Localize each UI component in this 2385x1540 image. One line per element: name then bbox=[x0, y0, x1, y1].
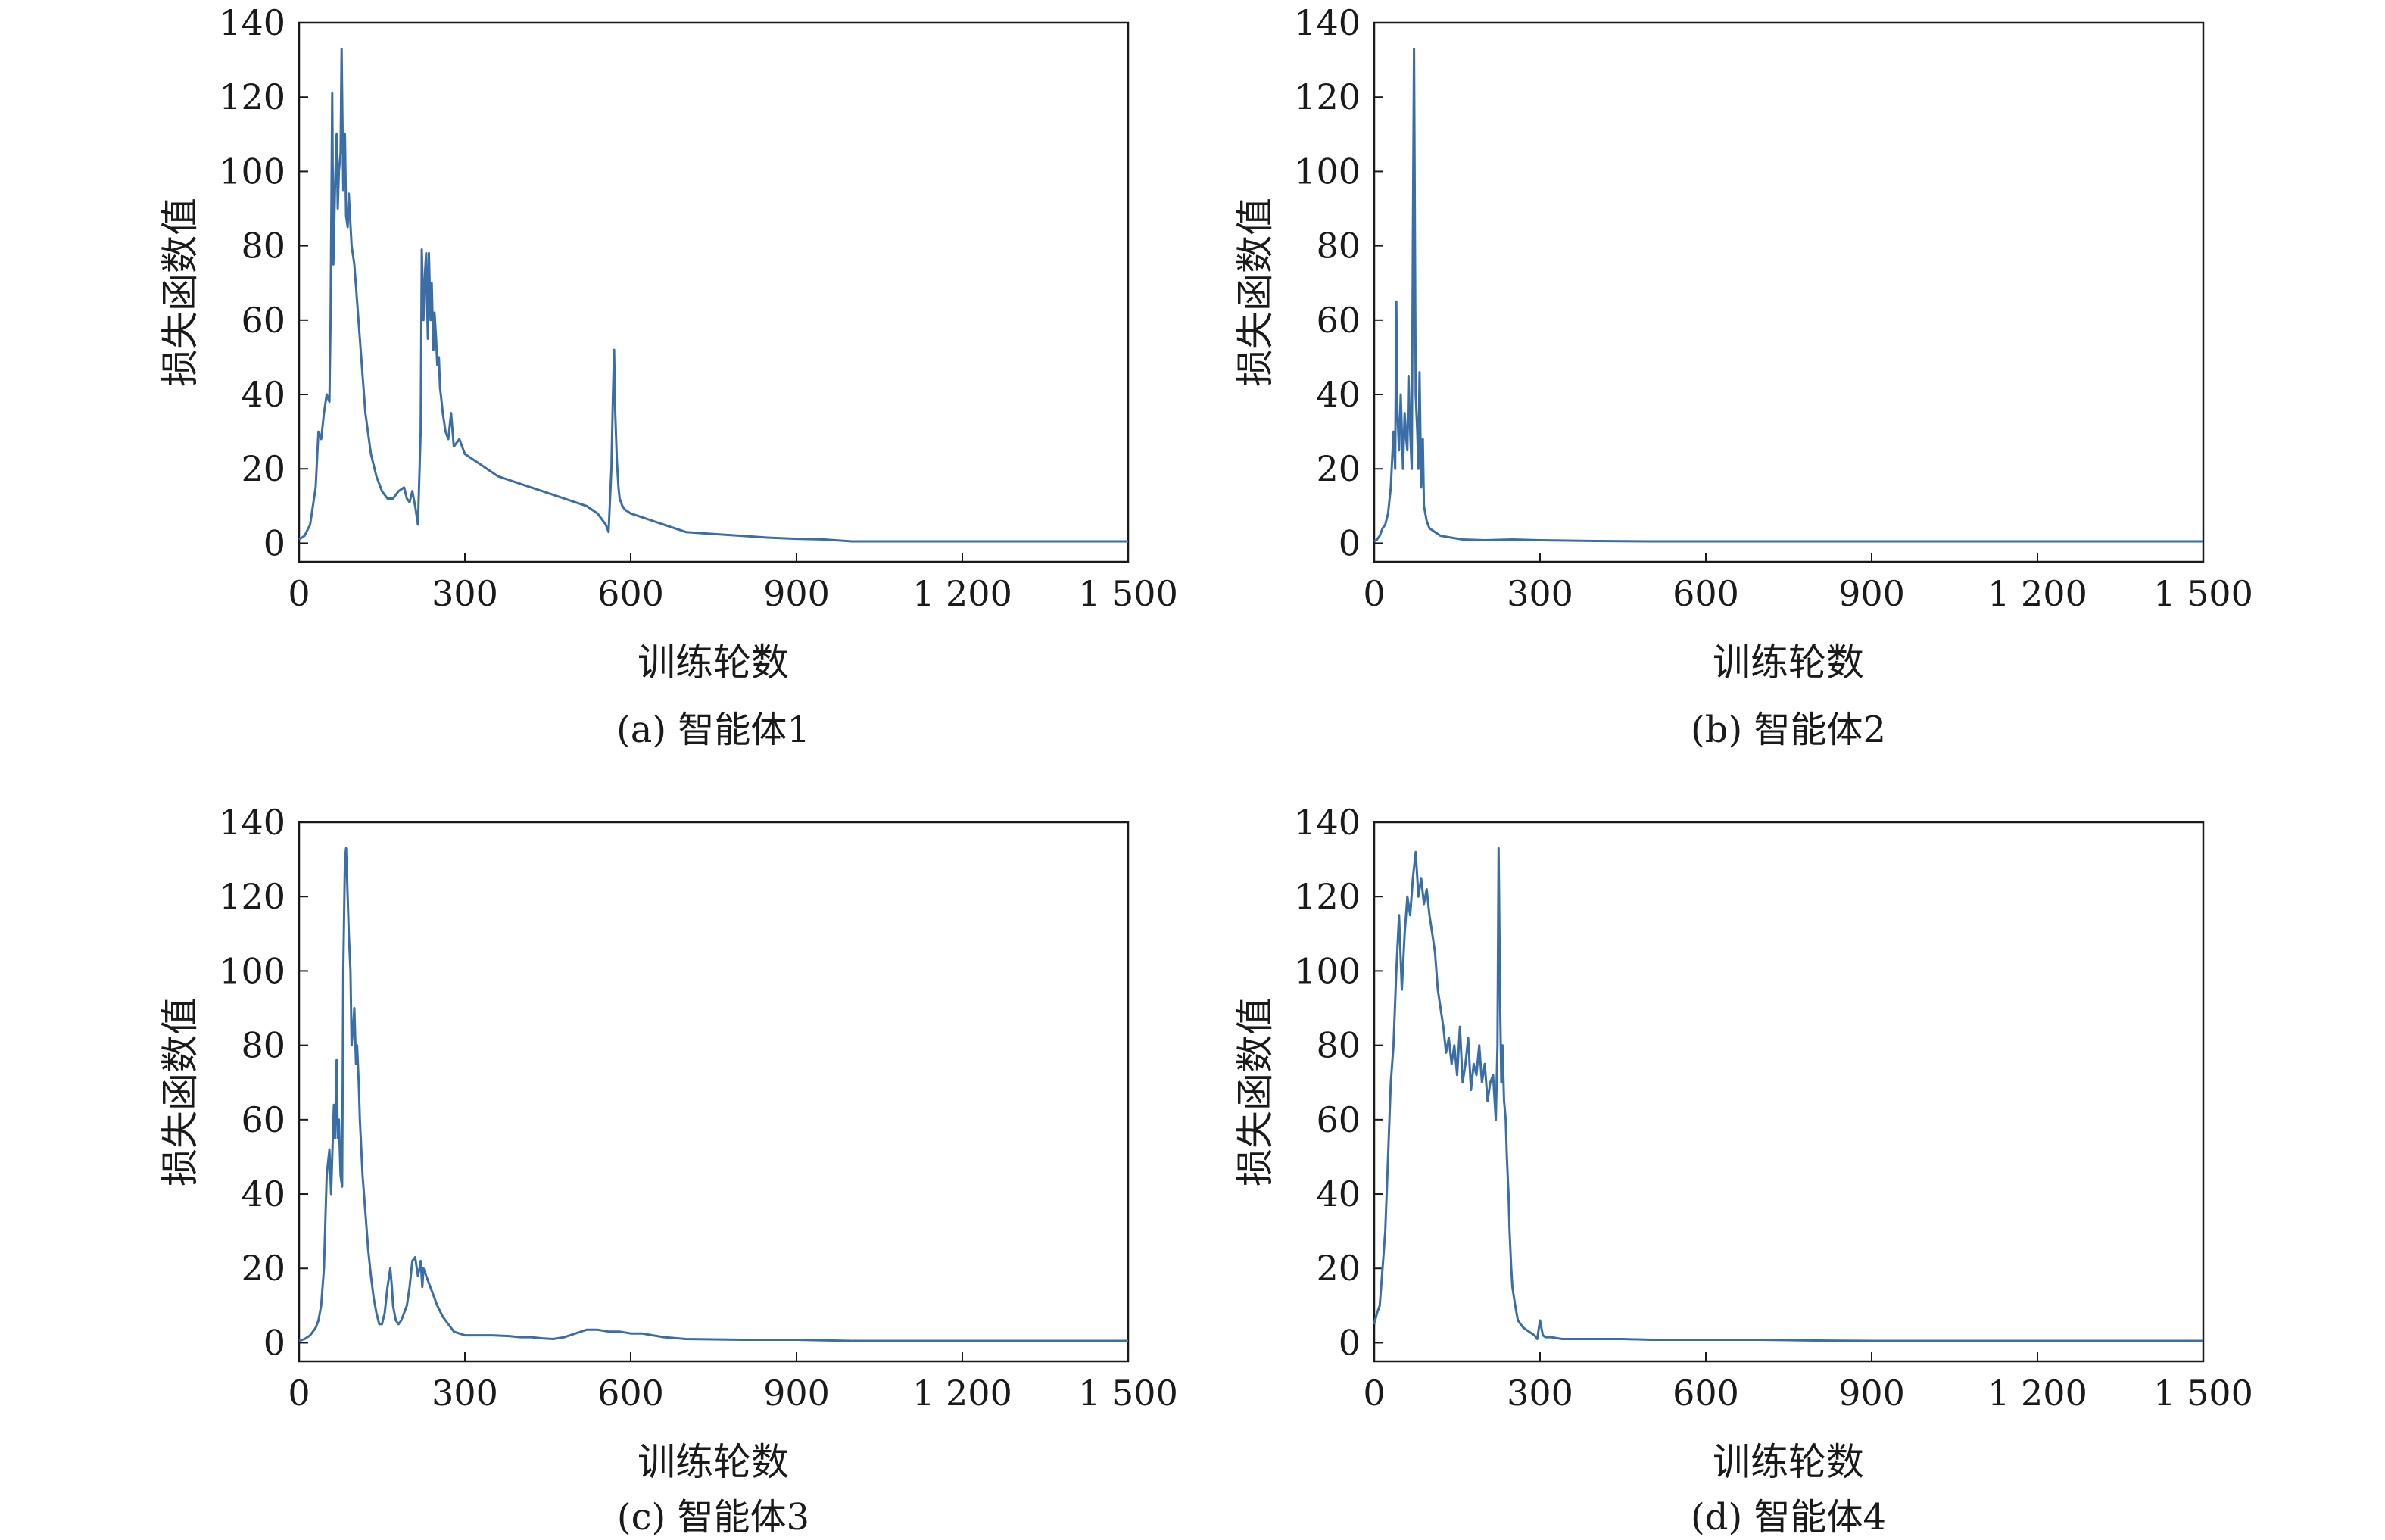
loss-series-line bbox=[1373, 47, 2203, 543]
loss-series-line bbox=[298, 47, 1128, 543]
x-tick-label: 300 bbox=[432, 1373, 498, 1414]
x-tick-label: 600 bbox=[597, 1373, 664, 1414]
y-tick-label: 20 bbox=[241, 448, 285, 489]
y-tick-label: 40 bbox=[1316, 374, 1361, 415]
x-tick-label: 0 bbox=[288, 573, 310, 614]
x-tick-label: 300 bbox=[432, 573, 498, 614]
y-tick-label: 0 bbox=[263, 522, 285, 563]
y-tick-label: 100 bbox=[1294, 950, 1361, 991]
x-tick-label: 1 500 bbox=[1078, 1373, 1178, 1414]
y-tick-label: 80 bbox=[1316, 1025, 1361, 1066]
x-tick-label: 900 bbox=[1838, 1373, 1905, 1414]
y-tick-label: 40 bbox=[241, 374, 285, 415]
x-axis-label: 训练轮数 bbox=[638, 1440, 789, 1484]
x-axis-label: 训练轮数 bbox=[1713, 641, 1864, 684]
x-tick-label: 1 200 bbox=[1988, 573, 2087, 614]
y-tick-label: 80 bbox=[241, 226, 285, 267]
panel-caption: (a) 智能体1 bbox=[616, 709, 810, 751]
y-tick-label: 120 bbox=[1294, 76, 1361, 117]
x-tick-label: 600 bbox=[597, 573, 664, 614]
y-tick-label: 20 bbox=[241, 1248, 285, 1289]
x-tick-label: 1 200 bbox=[1988, 1373, 2087, 1414]
x-tick-label: 600 bbox=[1673, 1373, 1739, 1414]
x-tick-label: 900 bbox=[763, 573, 830, 614]
panel-c: 损失函数值 训练轮数 (c) 智能体3 0 300 600 900 1 200 1 500… bbox=[158, 802, 1178, 1538]
panel-caption: (b) 智能体2 bbox=[1691, 709, 1886, 751]
y-tick-label: 0 bbox=[263, 1322, 285, 1363]
y-tick-label: 40 bbox=[241, 1174, 285, 1214]
loss-series-line bbox=[298, 846, 1128, 1342]
x-tick-label: 0 bbox=[1363, 573, 1385, 614]
y-axis-label: 损失函数值 bbox=[1233, 198, 1277, 387]
y-axis-label: 损失函数值 bbox=[158, 997, 202, 1186]
y-tick-label: 120 bbox=[219, 876, 285, 917]
x-tick-label: 1 500 bbox=[1078, 573, 1178, 614]
x-tick-label: 1 500 bbox=[2153, 1373, 2253, 1414]
y-tick-label: 120 bbox=[219, 76, 285, 117]
x-tick-label: 600 bbox=[1673, 573, 1739, 614]
x-tick-label: 900 bbox=[1838, 573, 1905, 614]
x-tick-label: 300 bbox=[1507, 1373, 1573, 1414]
y-tick-label: 100 bbox=[1294, 151, 1361, 192]
plot-frame bbox=[298, 21, 1130, 563]
plot-frame bbox=[298, 821, 1130, 1363]
y-tick-label: 140 bbox=[1294, 2, 1361, 43]
panel-caption: (c) 智能体3 bbox=[617, 1496, 809, 1538]
panel-caption: (d) 智能体4 bbox=[1691, 1496, 1886, 1538]
y-tick-label: 0 bbox=[1339, 522, 1361, 563]
plot-frame bbox=[1373, 821, 2205, 1363]
y-tick-label: 120 bbox=[1294, 876, 1361, 917]
panel-a: 损失函数值 训练轮数 (a) 智能体1 0 300 600 900 1 200 1 500… bbox=[158, 2, 1178, 751]
y-tick-label: 140 bbox=[219, 802, 285, 843]
y-tick-label: 20 bbox=[1316, 448, 1361, 489]
panel-d: 损失函数值 训练轮数 (d) 智能体4 0 300 600 900 1 200 1 500… bbox=[1233, 802, 2253, 1538]
x-tick-label: 1 200 bbox=[912, 573, 1012, 614]
panel-b: 损失函数值 训练轮数 (b) 智能体2 0 300 600 900 1 200 1 500… bbox=[1233, 2, 2253, 751]
x-tick-label: 900 bbox=[763, 1373, 830, 1414]
y-tick-label: 140 bbox=[1294, 802, 1361, 843]
x-tick-label: 300 bbox=[1507, 573, 1573, 614]
y-tick-label: 100 bbox=[219, 950, 285, 991]
y-tick-label: 60 bbox=[1316, 1099, 1361, 1140]
y-tick-label: 100 bbox=[219, 151, 285, 192]
y-tick-label: 20 bbox=[1316, 1248, 1361, 1289]
plot-frame bbox=[1373, 21, 2205, 563]
x-tick-label: 0 bbox=[288, 1373, 310, 1414]
x-axis-label: 训练轮数 bbox=[638, 641, 789, 684]
y-tick-label: 60 bbox=[241, 1099, 285, 1140]
y-tick-label: 140 bbox=[219, 2, 285, 43]
y-tick-label: 80 bbox=[1316, 226, 1361, 267]
x-tick-label: 1 500 bbox=[2153, 573, 2253, 614]
x-tick-label: 0 bbox=[1363, 1373, 1385, 1414]
y-tick-label: 40 bbox=[1316, 1174, 1361, 1214]
y-tick-label: 60 bbox=[1316, 300, 1361, 341]
y-tick-label: 60 bbox=[241, 300, 285, 341]
y-axis-label: 损失函数值 bbox=[158, 198, 202, 387]
loss-series-line bbox=[1373, 846, 2203, 1342]
y-tick-label: 0 bbox=[1339, 1322, 1361, 1363]
y-tick-label: 80 bbox=[241, 1025, 285, 1066]
y-axis-label: 损失函数值 bbox=[1233, 997, 1277, 1186]
x-tick-label: 1 200 bbox=[912, 1373, 1012, 1414]
x-axis-label: 训练轮数 bbox=[1713, 1440, 1864, 1484]
